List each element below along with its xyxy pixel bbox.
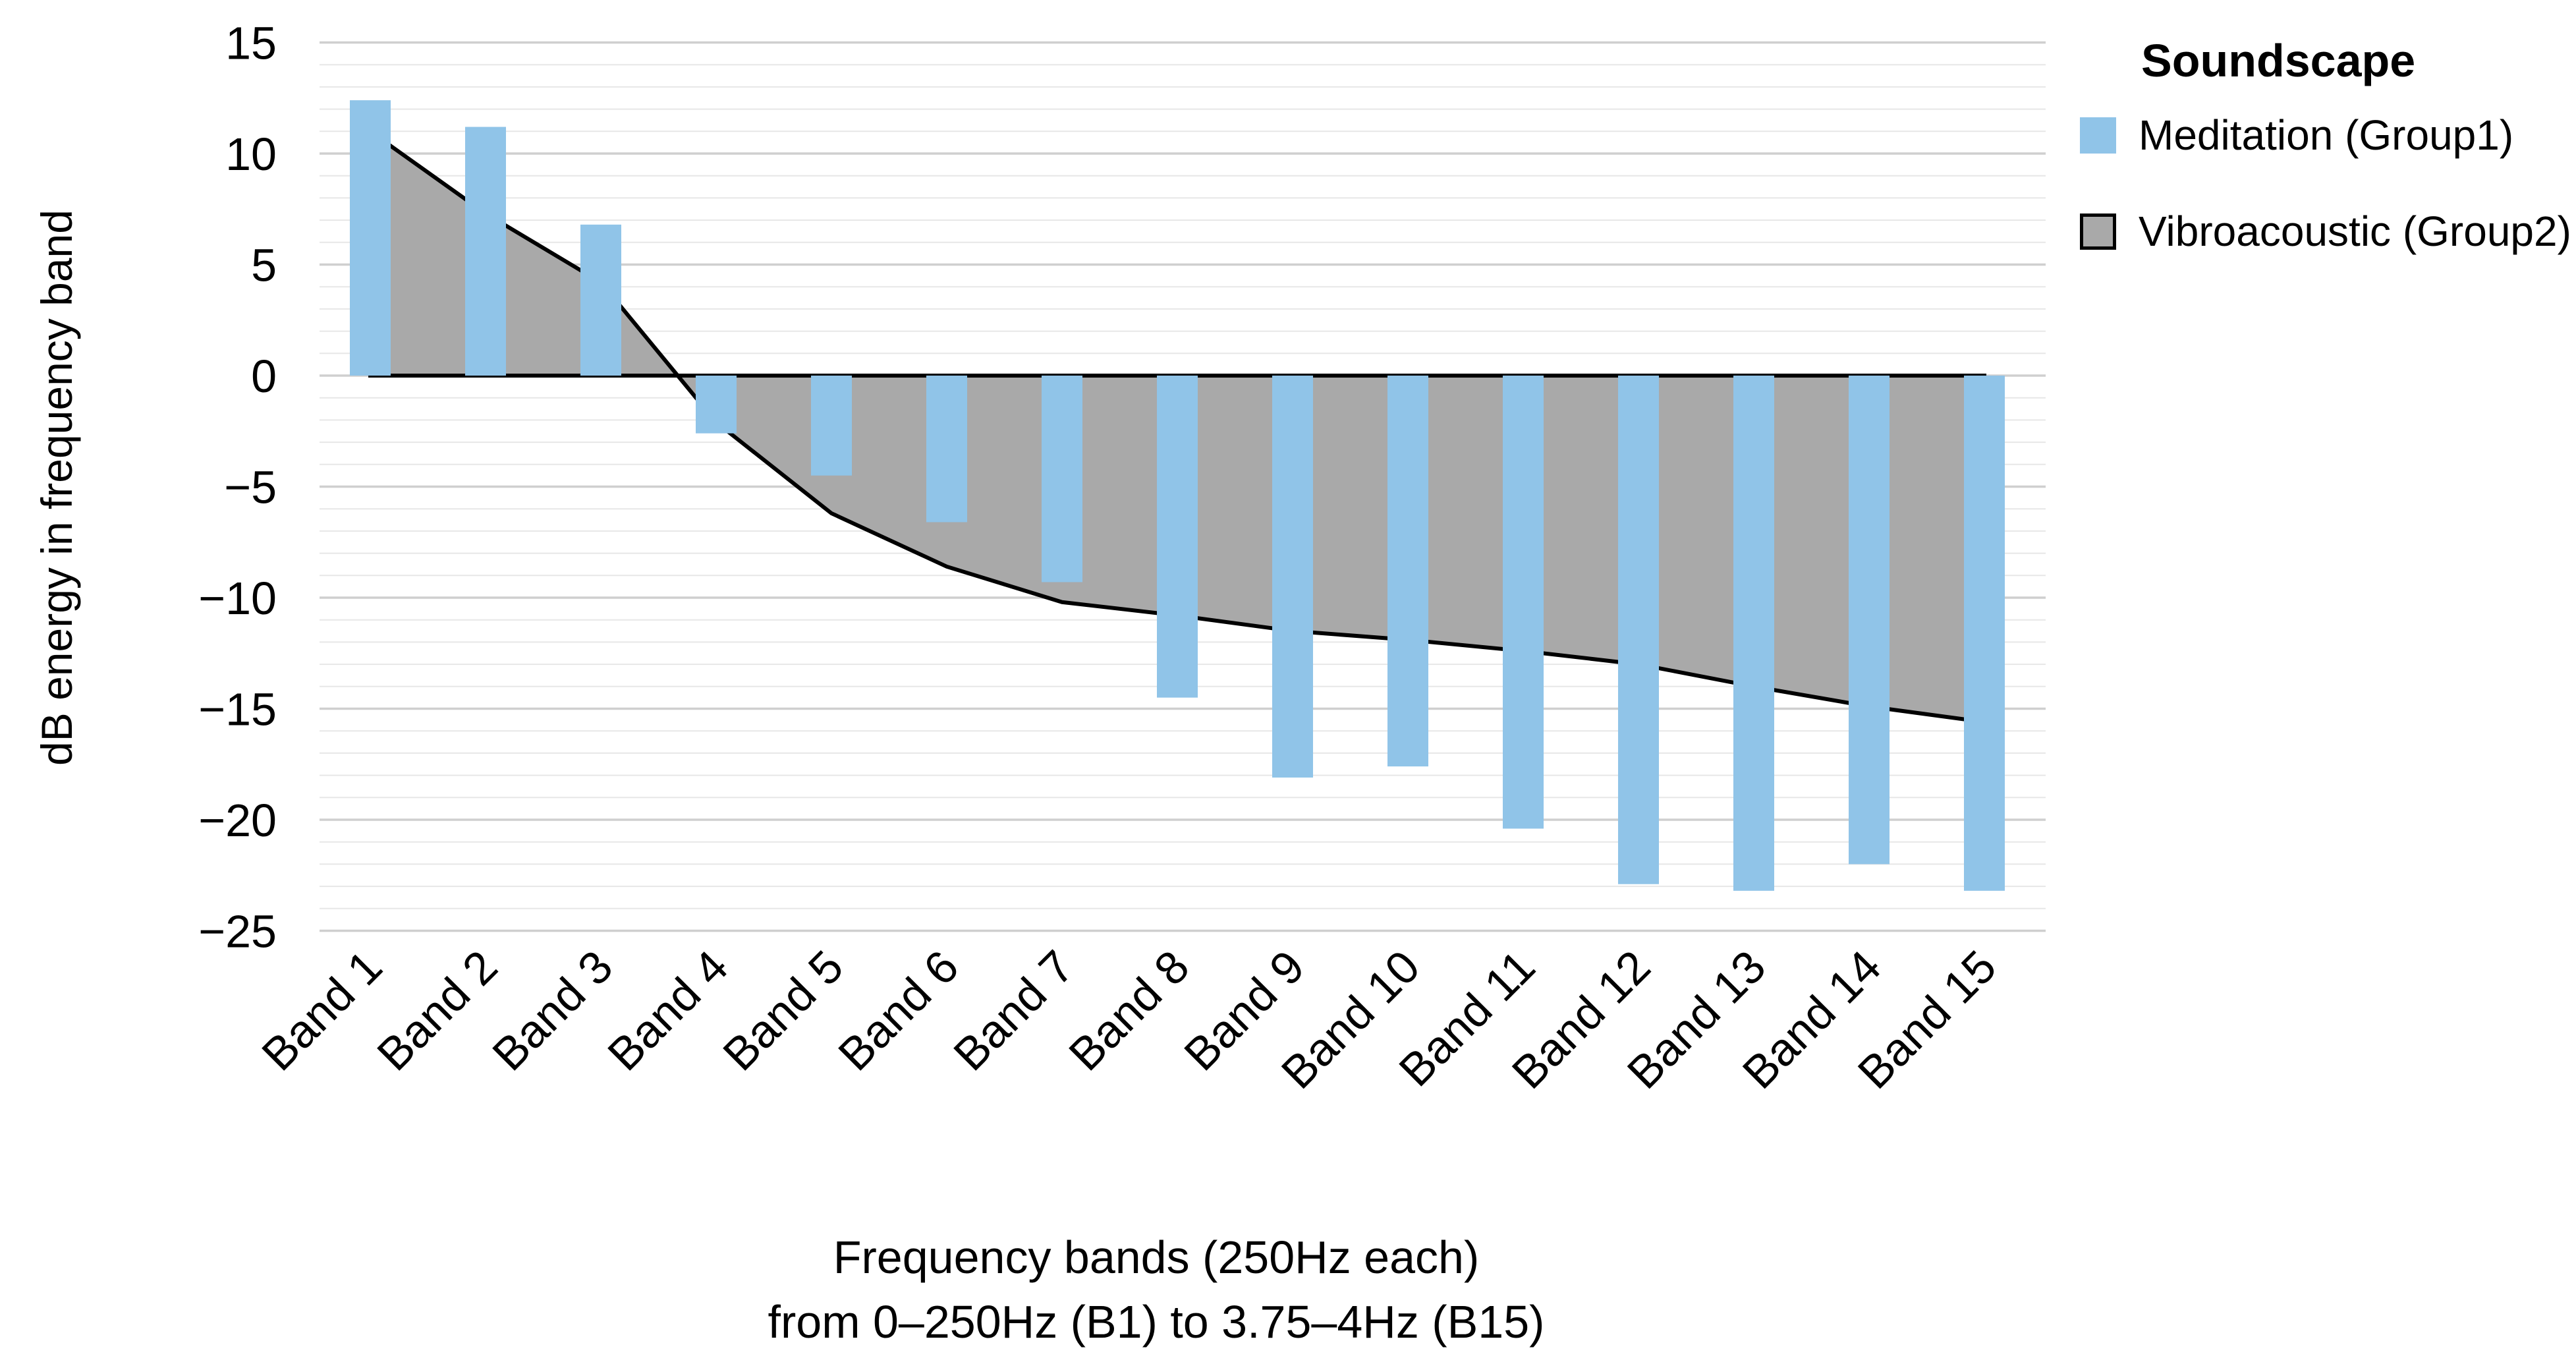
- x-tick-label: Band 6: [829, 940, 968, 1080]
- legend-label-meditation: Meditation (Group1): [2139, 111, 2514, 159]
- y-tick-label: 0: [251, 351, 277, 402]
- bar-band-10: [1387, 376, 1428, 767]
- x-axis-title-line2: from 0–250Hz (B1) to 3.75–4Hz (B15): [768, 1296, 1545, 1348]
- y-axis-title: dB energy in frequency band: [32, 210, 81, 766]
- y-tick-labels: 15 10 5 0 −5 −10 −15 −20 −25: [198, 18, 277, 957]
- bar-band-12: [1618, 376, 1659, 884]
- bar-band-7: [1042, 376, 1082, 583]
- bar-band-4: [696, 376, 737, 434]
- bar-band-8: [1157, 376, 1198, 698]
- legend-item-meditation: Meditation (Group1): [2080, 111, 2513, 159]
- x-tick-label: Band 8: [1059, 940, 1199, 1080]
- meditation-swatch-icon: [2080, 117, 2116, 154]
- bar-band-1: [350, 100, 391, 376]
- y-tick-label: −15: [198, 684, 277, 735]
- bar-band-5: [811, 376, 852, 476]
- y-tick-label: 5: [251, 240, 277, 291]
- bar-band-6: [926, 376, 967, 523]
- vibroacoustic-swatch-icon: [2080, 213, 2116, 250]
- y-tick-label: −10: [198, 573, 277, 624]
- y-tick-label: −20: [198, 795, 277, 846]
- y-tick-label: 15: [225, 18, 277, 69]
- legend-label-vibroacoustic: Vibroacoustic (Group2): [2139, 208, 2571, 255]
- x-tick-label: Band 3: [483, 940, 623, 1080]
- meditation-bars: [350, 100, 2005, 891]
- y-tick-label: −25: [198, 906, 277, 957]
- legend-title: Soundscape: [2141, 35, 2416, 86]
- bar-band-14: [1849, 376, 1890, 865]
- x-tick-label: Band 2: [368, 940, 507, 1080]
- bar-band-15: [1964, 376, 2005, 891]
- bar-band-11: [1503, 376, 1544, 829]
- x-tick-label: Band 4: [598, 940, 738, 1080]
- x-tick-label: Band 5: [714, 940, 853, 1080]
- x-tick-label: Band 1: [252, 940, 392, 1080]
- legend-item-vibroacoustic: Vibroacoustic (Group2): [2080, 207, 2571, 256]
- bar-band-13: [1733, 376, 1774, 891]
- y-tick-label: −5: [224, 462, 277, 513]
- x-tick-label: Band 7: [944, 940, 1084, 1080]
- bar-band-3: [580, 224, 621, 376]
- bar-band-2: [465, 127, 506, 376]
- y-tick-label: 10: [225, 128, 277, 180]
- bar-band-9: [1272, 376, 1313, 778]
- x-axis-title-line1: Frequency bands (250Hz each): [833, 1232, 1480, 1283]
